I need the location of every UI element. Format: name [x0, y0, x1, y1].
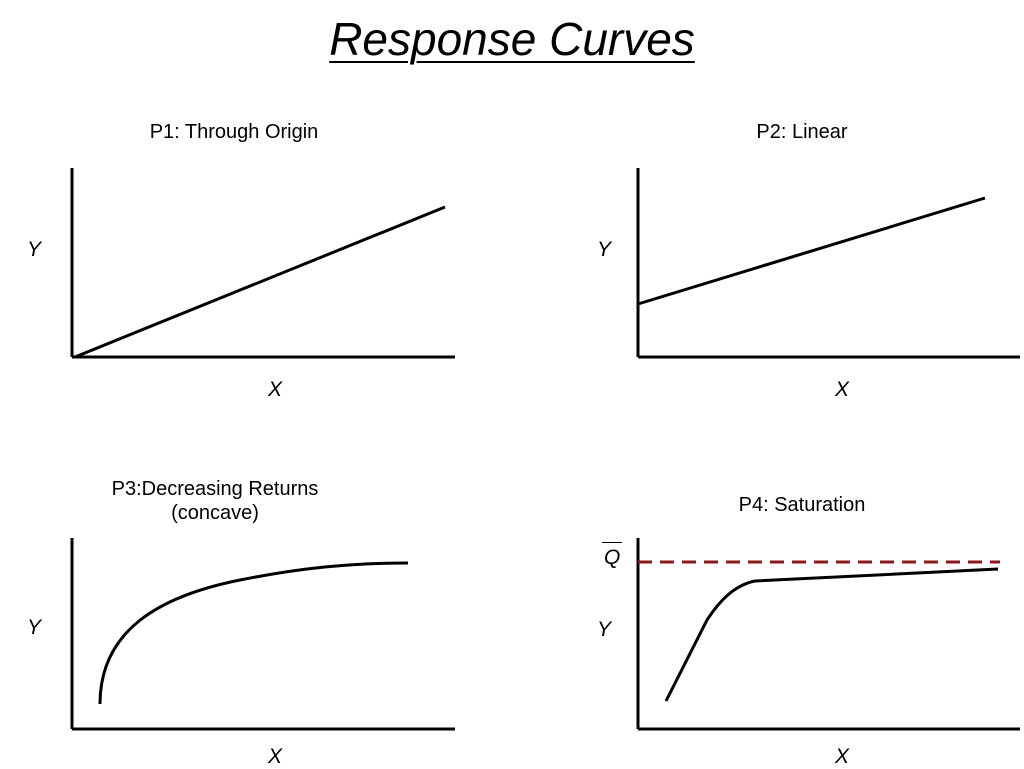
- p3-curve: [98, 561, 409, 705]
- p4-ceiling-overline: [602, 542, 622, 543]
- p3-title-line2: (concave): [171, 502, 259, 524]
- p2-plot: [636, 168, 1020, 359]
- page-title: Response Curves: [329, 13, 695, 65]
- p4-ceiling-label: Q: [602, 542, 622, 570]
- p1-x-label: X: [268, 378, 283, 401]
- p3-plot: [70, 538, 455, 731]
- p4-ceiling-letter: Q: [604, 546, 621, 569]
- p1-plot: [70, 168, 455, 359]
- p1-title: P1: Through Origin: [149, 121, 319, 143]
- p3-title-line1: P3:Decreasing Returns: [111, 478, 319, 500]
- p2-title: P2: Linear: [756, 121, 848, 143]
- p4-y-label: Y: [597, 618, 612, 641]
- p4-title: P4: Saturation: [738, 494, 866, 516]
- p2-x-label: X: [835, 378, 850, 401]
- p4-curve: [664, 567, 999, 702]
- p3-title: P3:Decreasing Returns (concave): [35, 477, 395, 525]
- p3-y-label: Y: [27, 616, 42, 639]
- p2-y-label: Y: [597, 238, 612, 261]
- p2-curve: [637, 196, 986, 306]
- p1-y-label: Y: [27, 238, 42, 261]
- p4-x-label: X: [835, 745, 850, 768]
- p3-x-label: X: [268, 745, 283, 768]
- p4-plot: [636, 538, 1020, 731]
- p1-curve: [74, 205, 446, 359]
